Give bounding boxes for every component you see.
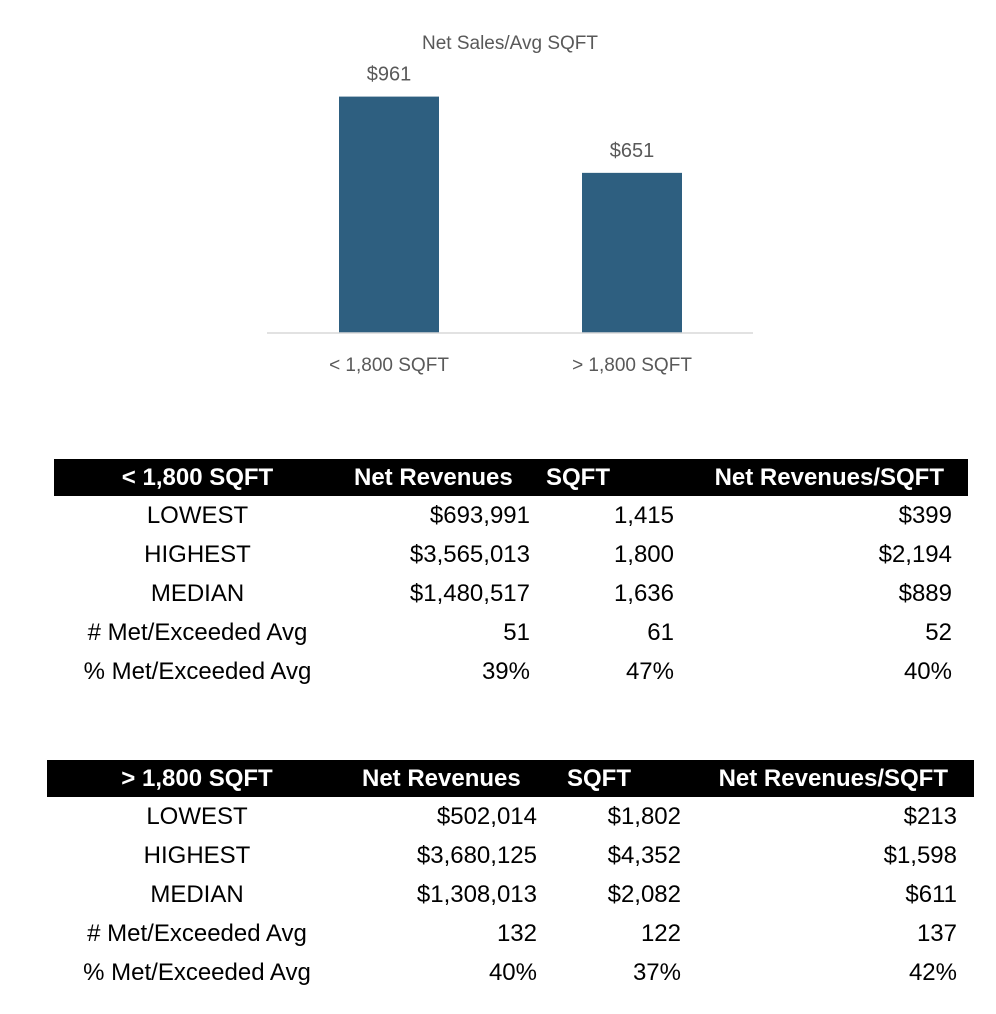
cell-net-rev-per-sqft: $2,194 xyxy=(878,540,952,568)
table-row: # Met/Exceeded Avg 51 61 52 xyxy=(54,613,968,652)
row-label: # Met/Exceeded Avg xyxy=(87,919,307,947)
table-row: % Met/Exceeded Avg 40% 37% 42% xyxy=(47,953,974,992)
small-store-stats-table: < 1,800 SQFT Net Revenues SQFT Net Reven… xyxy=(54,459,968,691)
cell-net-revenues: $3,680,125 xyxy=(416,841,537,869)
cell-sqft: 122 xyxy=(640,919,681,947)
bar-0 xyxy=(339,96,439,334)
cell-sqft: 61 xyxy=(647,618,674,646)
row-label: % Met/Exceeded Avg xyxy=(83,958,311,986)
cell-sqft: 1,415 xyxy=(613,501,674,529)
cell-sqft: 37% xyxy=(632,958,681,986)
cell-net-rev-per-sqft: $213 xyxy=(903,802,957,830)
table-row: LOWEST $502,014 $1,802 $213 xyxy=(47,797,974,836)
row-label: # Met/Exceeded Avg xyxy=(87,618,308,646)
bar-value-label-1: $651 xyxy=(610,140,655,162)
header-category: < 1,800 SQFT xyxy=(121,463,274,491)
bar-1 xyxy=(582,172,682,333)
row-label: LOWEST xyxy=(146,501,249,529)
x-tick-label-large: > 1,800 SQFT xyxy=(572,355,692,376)
cell-sqft: 1,800 xyxy=(613,540,674,568)
cell-net-revenues: 132 xyxy=(496,919,537,947)
row-label: MEDIAN xyxy=(150,880,244,908)
table-header-row: > 1,800 SQFT Net Revenues SQFT Net Reven… xyxy=(47,760,974,797)
table-header-row: < 1,800 SQFT Net Revenues SQFT Net Reven… xyxy=(54,459,968,496)
row-label: HIGHEST xyxy=(144,540,251,568)
cell-net-revenues: $693,991 xyxy=(429,501,530,529)
table-row: # Met/Exceeded Avg 132 122 137 xyxy=(47,914,974,953)
cell-net-revenues: $3,565,013 xyxy=(409,540,530,568)
cell-net-rev-per-sqft: $889 xyxy=(898,579,952,607)
header-net-revenues-per-sqft: Net Revenues/SQFT xyxy=(714,463,944,491)
row-label: % Met/Exceeded Avg xyxy=(83,657,312,685)
cell-net-rev-per-sqft: $399 xyxy=(898,501,952,529)
cell-net-revenues: $1,480,517 xyxy=(409,579,530,607)
header-category: > 1,800 SQFT xyxy=(121,764,273,792)
cell-net-revenues: 39% xyxy=(481,657,530,685)
table-row: MEDIAN $1,480,517 1,636 $889 xyxy=(54,574,968,613)
header-net-revenues: Net Revenues xyxy=(362,764,521,792)
cell-net-rev-per-sqft: $611 xyxy=(905,880,957,908)
cell-net-rev-per-sqft: 52 xyxy=(925,618,952,646)
table-row: LOWEST $693,991 1,415 $399 xyxy=(54,496,968,535)
row-label: HIGHEST xyxy=(143,841,251,869)
cell-net-rev-per-sqft: 137 xyxy=(916,919,957,947)
net-sales-bar-chart: Net Sales/Avg SQFT $961 $651 < 1,800 SQFT… xyxy=(267,33,753,376)
table-row: HIGHEST $3,565,013 1,800 $2,194 xyxy=(54,535,968,574)
large-store-stats-table: > 1,800 SQFT Net Revenues SQFT Net Reven… xyxy=(47,760,974,992)
cell-net-revenues: $502,014 xyxy=(436,802,537,830)
row-label: MEDIAN xyxy=(150,579,245,607)
cell-sqft: 1,636 xyxy=(613,579,674,607)
cell-sqft: $4,352 xyxy=(607,841,681,869)
cell-net-revenues: 40% xyxy=(488,958,537,986)
cell-sqft: $1,802 xyxy=(607,802,681,830)
chart-title: Net Sales/Avg SQFT xyxy=(422,33,598,54)
header-sqft: SQFT xyxy=(567,764,631,792)
cell-sqft: $2,082 xyxy=(607,880,681,908)
cell-net-revenues: 51 xyxy=(503,618,530,646)
table-row: MEDIAN $1,308,013 $2,082 $611 xyxy=(47,875,974,914)
x-tick-label-small: < 1,800 SQFT xyxy=(329,355,449,376)
row-label: LOWEST xyxy=(146,802,248,830)
header-net-revenues-per-sqft: Net Revenues/SQFT xyxy=(718,764,948,792)
header-net-revenues: Net Revenues xyxy=(354,463,513,491)
cell-sqft: 47% xyxy=(625,657,674,685)
cell-net-revenues: $1,308,013 xyxy=(416,880,537,908)
cell-net-rev-per-sqft: $1,598 xyxy=(883,841,957,869)
cell-net-rev-per-sqft: 42% xyxy=(908,958,957,986)
cell-net-rev-per-sqft: 40% xyxy=(903,657,952,685)
header-sqft: SQFT xyxy=(546,463,610,491)
bar-value-label-0: $961 xyxy=(367,64,412,86)
table-row: HIGHEST $3,680,125 $4,352 $1,598 xyxy=(47,836,974,875)
table-row: % Met/Exceeded Avg 39% 47% 40% xyxy=(54,652,968,691)
